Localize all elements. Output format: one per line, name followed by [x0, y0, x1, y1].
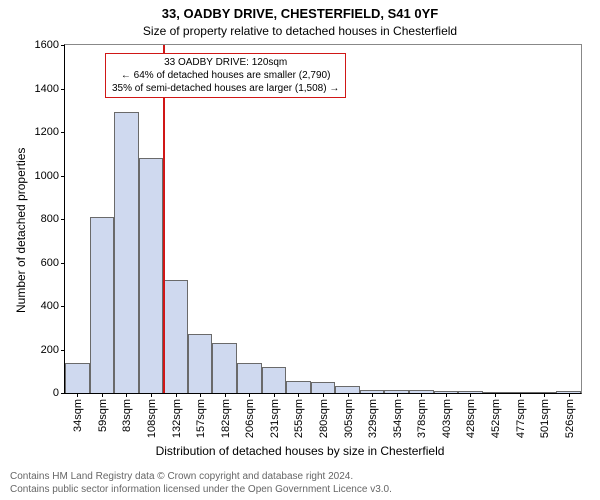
footer-line-1: Contains HM Land Registry data © Crown c… [10, 471, 392, 484]
y-tick: 800 [41, 213, 65, 225]
x-tick-mark [102, 393, 103, 397]
histogram-bar [286, 381, 311, 393]
y-tick: 0 [53, 387, 65, 399]
x-tick-mark [151, 393, 152, 397]
histogram-bar [237, 363, 262, 393]
histogram-bar [163, 280, 188, 393]
x-tick: 403sqm [439, 399, 453, 438]
footer-line-2: Contains public sector information licen… [10, 484, 392, 497]
x-tick-mark [249, 393, 250, 397]
histogram-bar [90, 217, 115, 393]
x-tick: 354sqm [390, 399, 404, 438]
chart-container: { "title": { "super": "33, OADBY DRIVE, … [0, 0, 600, 500]
x-tick: 59sqm [95, 399, 109, 432]
histogram-bar [262, 367, 287, 393]
x-tick: 305sqm [341, 399, 355, 438]
x-tick: 182sqm [218, 399, 232, 438]
callout-line: 35% of semi-detached houses are larger (… [112, 82, 339, 95]
x-tick-mark [77, 393, 78, 397]
callout-line: ← 64% of detached houses are smaller (2,… [112, 69, 339, 82]
y-tick: 1400 [35, 83, 65, 95]
x-tick-mark [569, 393, 570, 397]
x-tick: 477sqm [513, 399, 527, 438]
y-tick: 400 [41, 300, 65, 312]
x-tick-mark [200, 393, 201, 397]
x-tick: 526sqm [562, 399, 576, 438]
x-tick: 255sqm [291, 399, 305, 438]
property-callout: 33 OADBY DRIVE: 120sqm← 64% of detached … [105, 53, 346, 98]
x-tick-mark [495, 393, 496, 397]
histogram-bar [188, 334, 213, 393]
y-tick: 600 [41, 257, 65, 269]
y-tick: 1000 [35, 170, 65, 182]
x-tick-mark [520, 393, 521, 397]
x-tick-mark [470, 393, 471, 397]
histogram-bar [212, 343, 237, 393]
histogram-bar [139, 158, 164, 393]
y-tick: 1600 [35, 39, 65, 51]
x-tick: 501sqm [537, 399, 551, 438]
x-tick: 280sqm [316, 399, 330, 438]
chart-super-title: 33, OADBY DRIVE, CHESTERFIELD, S41 0YF [0, 6, 600, 21]
histogram-bar [114, 112, 139, 393]
x-tick-mark [421, 393, 422, 397]
x-tick: 132sqm [169, 399, 183, 438]
histogram-bar [311, 382, 336, 393]
y-axis-label: Number of detached properties [14, 148, 28, 313]
histogram-bar [65, 363, 90, 393]
x-tick-mark [176, 393, 177, 397]
x-tick: 428sqm [463, 399, 477, 438]
x-tick-mark [274, 393, 275, 397]
x-tick-mark [446, 393, 447, 397]
x-axis-label: Distribution of detached houses by size … [0, 444, 600, 458]
x-tick-mark [372, 393, 373, 397]
chart-sub-title: Size of property relative to detached ho… [0, 24, 600, 38]
x-tick-mark [126, 393, 127, 397]
x-tick: 83sqm [119, 399, 133, 432]
x-tick: 378sqm [414, 399, 428, 438]
x-tick-mark [348, 393, 349, 397]
plot-area: 0200400600800100012001400160034sqm59sqm8… [64, 44, 582, 394]
x-tick-mark [225, 393, 226, 397]
x-tick-mark [298, 393, 299, 397]
x-tick: 108sqm [144, 399, 158, 438]
y-tick: 200 [41, 344, 65, 356]
callout-line: 33 OADBY DRIVE: 120sqm [112, 56, 339, 69]
x-tick: 206sqm [242, 399, 256, 438]
x-tick-mark [323, 393, 324, 397]
footer-attribution: Contains HM Land Registry data © Crown c… [10, 471, 392, 496]
x-tick: 157sqm [193, 399, 207, 438]
x-tick: 452sqm [488, 399, 502, 438]
x-tick-mark [397, 393, 398, 397]
x-tick: 34sqm [70, 399, 84, 432]
y-tick: 1200 [35, 126, 65, 138]
x-tick-mark [544, 393, 545, 397]
x-tick: 329sqm [365, 399, 379, 438]
x-tick: 231sqm [267, 399, 281, 438]
